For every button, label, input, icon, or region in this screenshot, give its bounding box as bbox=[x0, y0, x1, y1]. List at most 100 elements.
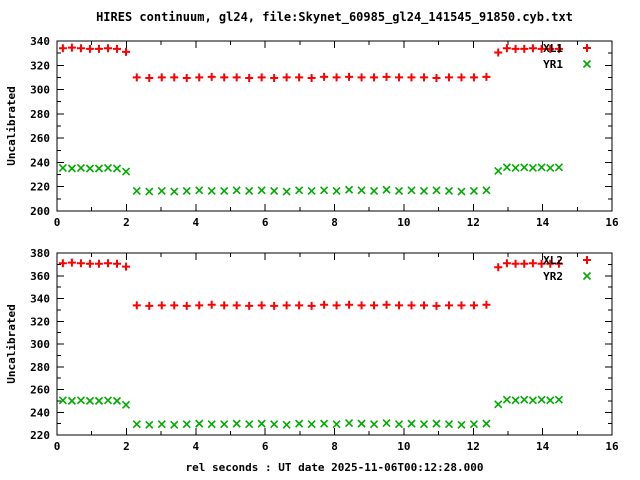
data-point-plus bbox=[469, 301, 478, 310]
data-point-cross bbox=[432, 419, 441, 428]
data-point-plus bbox=[232, 301, 241, 310]
legend-label-XL2: XL2 bbox=[543, 254, 563, 267]
data-point-plus bbox=[432, 74, 441, 83]
data-point-cross bbox=[58, 163, 67, 172]
y-tick-label: 300 bbox=[30, 84, 50, 97]
data-point-cross bbox=[270, 420, 279, 429]
data-point-cross bbox=[94, 164, 104, 173]
data-point-plus bbox=[370, 73, 379, 82]
data-point-plus bbox=[232, 73, 241, 82]
axis-ticks bbox=[56, 40, 613, 212]
data-point-cross bbox=[382, 418, 391, 428]
data-point-cross bbox=[582, 271, 592, 281]
data-point-cross bbox=[58, 396, 67, 405]
data-point-plus bbox=[132, 301, 141, 310]
data-point-cross bbox=[157, 186, 166, 196]
data-point-cross bbox=[103, 396, 113, 405]
data-point-plus bbox=[419, 73, 428, 82]
data-point-cross bbox=[170, 420, 179, 429]
data-point-plus bbox=[320, 300, 329, 309]
data-point-cross bbox=[295, 186, 304, 195]
data-point-plus bbox=[295, 301, 304, 310]
data-point-cross bbox=[257, 419, 266, 428]
data-point-plus bbox=[270, 74, 279, 83]
data-point-plus bbox=[85, 259, 94, 268]
data-point-cross bbox=[132, 420, 141, 429]
x-tick-label: 0 bbox=[54, 440, 61, 453]
data-point-cross bbox=[195, 419, 204, 428]
data-point-plus bbox=[546, 44, 555, 53]
x-tick-label: 12 bbox=[467, 440, 480, 453]
data-point-plus bbox=[432, 301, 441, 310]
x-tick-label: 16 bbox=[605, 440, 619, 453]
data-point-plus bbox=[122, 47, 131, 56]
data-point-cross bbox=[357, 419, 366, 428]
data-point-cross bbox=[195, 186, 204, 195]
data-point-plus bbox=[282, 301, 291, 310]
x-tick-label: 4 bbox=[192, 440, 199, 453]
y-tick-label: 220 bbox=[30, 429, 50, 442]
data-point-plus bbox=[494, 263, 503, 272]
data-point-plus bbox=[157, 73, 166, 82]
data-point-plus bbox=[76, 44, 85, 53]
data-point-plus bbox=[220, 301, 229, 310]
data-point-plus bbox=[528, 44, 537, 53]
data-point-plus bbox=[67, 258, 76, 267]
data-point-plus bbox=[444, 73, 453, 82]
x-tick-label: 16 bbox=[605, 216, 619, 229]
data-point-plus bbox=[382, 300, 391, 309]
data-point-cross bbox=[257, 186, 266, 195]
x-tick-label: 6 bbox=[262, 440, 269, 453]
data-point-cross bbox=[132, 186, 141, 196]
data-point-cross bbox=[145, 420, 154, 429]
y-tick-label: 380 bbox=[30, 247, 50, 260]
data-point-cross bbox=[207, 186, 216, 196]
data-point-cross bbox=[112, 396, 122, 405]
data-point-plus bbox=[444, 301, 453, 310]
axis-tick-labels: 0 2 4 6 8 10 12 14 16 220 240 260 280 300 320 340 360 380 bbox=[30, 247, 619, 453]
data-point-cross bbox=[469, 186, 479, 196]
data-point-cross bbox=[145, 187, 154, 196]
y-axis-title: Uncalibrated bbox=[5, 86, 18, 165]
y-tick-label: 320 bbox=[30, 315, 50, 328]
data-point-plus bbox=[58, 44, 67, 53]
legend-label-YR2: YR2 bbox=[543, 270, 563, 283]
data-point-plus bbox=[511, 259, 520, 268]
plot-border bbox=[56, 252, 613, 436]
data-point-plus bbox=[537, 44, 546, 53]
data-point-plus bbox=[482, 300, 491, 309]
data-point-cross bbox=[407, 186, 416, 195]
data-point-plus bbox=[257, 73, 266, 82]
data-point-cross bbox=[170, 187, 179, 196]
data-point-plus bbox=[382, 72, 391, 81]
y-tick-label: 260 bbox=[30, 384, 50, 397]
data-point-cross bbox=[537, 163, 546, 172]
data-point-cross bbox=[469, 420, 479, 429]
data-point-cross bbox=[76, 163, 86, 172]
data-point-plus bbox=[357, 73, 366, 82]
x-tick-label: 10 bbox=[397, 216, 410, 229]
axis-tick-labels: 0 2 4 6 8 10 12 14 16 200 220 240 260 280 300 320 340 bbox=[30, 35, 619, 229]
data-point-cross bbox=[369, 420, 379, 429]
data-point-cross bbox=[546, 163, 555, 172]
data-point-cross bbox=[345, 418, 354, 428]
data-point-plus bbox=[546, 259, 555, 268]
data-point-plus bbox=[207, 72, 216, 81]
data-point-plus bbox=[407, 301, 416, 310]
data-point-plus bbox=[554, 44, 563, 53]
data-point-cross bbox=[537, 395, 546, 404]
data-point-cross bbox=[444, 420, 454, 429]
data-point-cross bbox=[546, 396, 555, 405]
data-point-plus bbox=[94, 44, 103, 53]
data-point-plus bbox=[583, 44, 591, 52]
data-point-plus bbox=[520, 44, 529, 53]
data-point-plus bbox=[195, 301, 204, 310]
data-point-cross bbox=[482, 186, 491, 195]
data-point-plus bbox=[395, 73, 404, 82]
data-point-plus bbox=[345, 72, 354, 81]
data-point-cross bbox=[528, 396, 537, 405]
data-point-cross bbox=[511, 163, 520, 172]
y-axis-title: Uncalibrated bbox=[5, 304, 18, 383]
data-point-cross bbox=[207, 420, 216, 429]
